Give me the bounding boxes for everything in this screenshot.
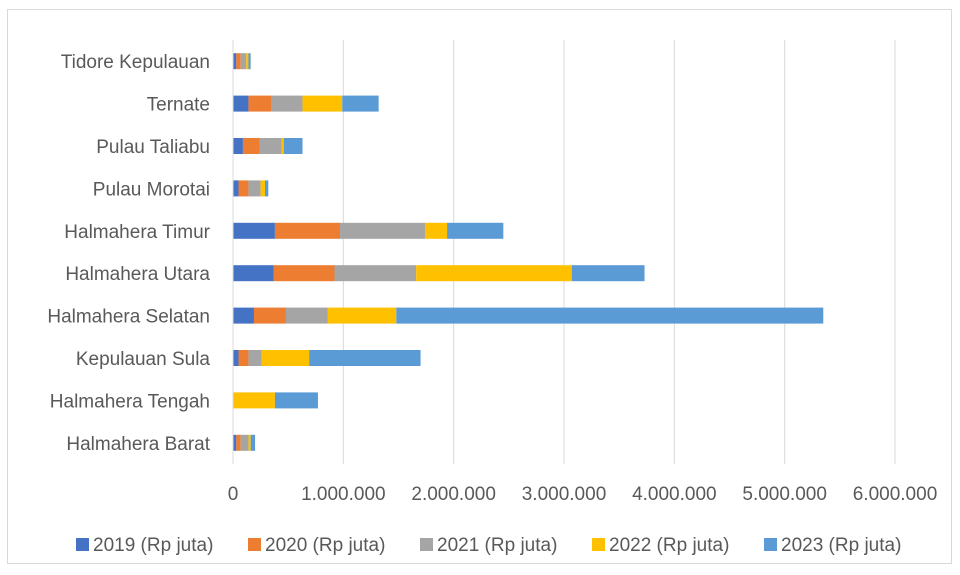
bar-halmahera-selatan-2021-rp-juta	[285, 307, 328, 324]
bar-tidore-kepulauan-2022-rp-juta	[246, 53, 249, 70]
bar-ternate-2022-rp-juta	[302, 95, 343, 112]
x-tick-label: 2.000.000	[411, 484, 496, 505]
category-label: Halmahera Timur	[64, 222, 210, 243]
x-tick-label: 4.000.000	[632, 484, 717, 505]
bar-tidore-kepulauan-2020-rp-juta	[236, 53, 241, 70]
bar-ternate-2021-rp-juta	[271, 95, 303, 112]
category-label: Pulau Morotai	[93, 179, 210, 200]
legend-swatch-2022-rp-juta	[592, 538, 605, 551]
chart-frame	[7, 9, 952, 564]
bar-pulau-morotai-2020-rp-juta	[238, 180, 249, 197]
bar-halmahera-utara-2020-rp-juta	[273, 265, 335, 282]
x-tick-label: 0	[228, 484, 239, 505]
category-label: Halmahera Selatan	[47, 307, 210, 328]
bar-kepulauan-sula-2023-rp-juta	[309, 350, 421, 366]
bar-halmahera-selatan-2022-rp-juta	[327, 307, 397, 324]
legend-label: 2020 (Rp juta)	[265, 535, 385, 556]
bar-pulau-morotai-2023-rp-juta	[264, 180, 269, 197]
bar-halmahera-tengah-2022-rp-juta	[233, 392, 275, 409]
bar-ternate-2023-rp-juta	[342, 95, 379, 112]
bar-pulau-morotai-2019-rp-juta	[233, 180, 239, 197]
bar-tidore-kepulauan-2021-rp-juta	[240, 53, 247, 70]
bars	[233, 53, 824, 451]
bar-halmahera-utara-2021-rp-juta	[334, 265, 417, 282]
bar-halmahera-barat-2019-rp-juta	[233, 434, 237, 451]
bar-halmahera-utara-2023-rp-juta	[571, 265, 645, 282]
bar-halmahera-timur-2019-rp-juta	[233, 222, 275, 239]
bar-kepulauan-sula-2022-rp-juta	[261, 350, 310, 366]
category-label: Kepulauan Sula	[76, 349, 211, 370]
bar-pulau-taliabu-2020-rp-juta	[242, 138, 260, 154]
bar-ternate-2020-rp-juta	[248, 95, 272, 112]
category-label: Ternate	[147, 95, 210, 116]
bar-halmahera-utara-2022-rp-juta	[416, 265, 572, 282]
bar-halmahera-barat-2020-rp-juta	[236, 434, 241, 451]
bar-halmahera-selatan-2020-rp-juta	[253, 307, 286, 324]
bar-kepulauan-sula-2020-rp-juta	[238, 350, 249, 366]
bar-pulau-taliabu-2022-rp-juta	[281, 138, 284, 154]
bar-halmahera-tengah-2023-rp-juta	[274, 392, 318, 409]
bar-halmahera-timur-2023-rp-juta	[447, 222, 504, 239]
bar-pulau-taliabu-2019-rp-juta	[233, 138, 243, 154]
category-labels: Halmahera Barat Halmahera Tengah Kepulauan…	[47, 52, 210, 455]
category-label: Tidore Kepulauan	[61, 52, 210, 73]
bar-ternate-2019-rp-juta	[233, 95, 249, 112]
legend-swatch-2020-rp-juta	[248, 538, 261, 551]
category-label: Pulau Taliabu	[96, 137, 210, 158]
legend: 2019 (Rp juta) 2020 (Rp juta) 2021 (Rp jut…	[76, 535, 901, 556]
legend-swatch-2019-rp-juta	[76, 538, 89, 551]
bar-kepulauan-sula-2021-rp-juta	[248, 350, 262, 366]
bar-pulau-taliabu-2021-rp-juta	[259, 138, 282, 154]
bar-tidore-kepulauan-2023-rp-juta	[248, 53, 251, 70]
x-tick-label: 1.000.000	[301, 484, 386, 505]
legend-swatch-2021-rp-juta	[420, 538, 433, 551]
legend-label: 2019 (Rp juta)	[93, 535, 213, 556]
bar-halmahera-barat-2022-rp-juta	[248, 434, 251, 451]
x-tick-labels: 0 1.000.000 2.000.000 3.000.000 4.000.000 5.0…	[228, 484, 938, 505]
bar-halmahera-barat-2021-rp-juta	[240, 434, 249, 451]
legend-label: 2022 (Rp juta)	[609, 535, 729, 556]
category-label: Halmahera Utara	[65, 264, 210, 285]
legend-label: 2023 (Rp juta)	[781, 535, 901, 556]
bar-tidore-kepulauan-2019-rp-juta	[233, 53, 237, 70]
x-tick-label: 6.000.000	[853, 484, 938, 505]
bar-halmahera-selatan-2023-rp-juta	[396, 307, 824, 324]
gridlines	[342, 40, 896, 464]
x-tick-label: 3.000.000	[522, 484, 607, 505]
bar-halmahera-timur-2020-rp-juta	[274, 222, 341, 239]
bar-halmahera-timur-2021-rp-juta	[340, 222, 425, 239]
category-label: Halmahera Barat	[66, 434, 210, 455]
category-label: Halmahera Tengah	[50, 391, 210, 412]
bar-pulau-morotai-2022-rp-juta	[260, 180, 265, 197]
bar-pulau-taliabu-2023-rp-juta	[283, 138, 303, 154]
x-tick-label: 5.000.000	[742, 484, 827, 505]
bar-halmahera-selatan-2019-rp-juta	[233, 307, 254, 324]
legend-label: 2021 (Rp juta)	[437, 535, 557, 556]
bar-kepulauan-sula-2019-rp-juta	[233, 350, 239, 366]
bar-halmahera-timur-2022-rp-juta	[424, 222, 448, 239]
legend-swatch-2023-rp-juta	[764, 538, 777, 551]
bar-pulau-morotai-2021-rp-juta	[248, 180, 261, 197]
bar-halmahera-barat-2023-rp-juta	[250, 434, 256, 451]
bar-halmahera-utara-2019-rp-juta	[233, 265, 274, 282]
